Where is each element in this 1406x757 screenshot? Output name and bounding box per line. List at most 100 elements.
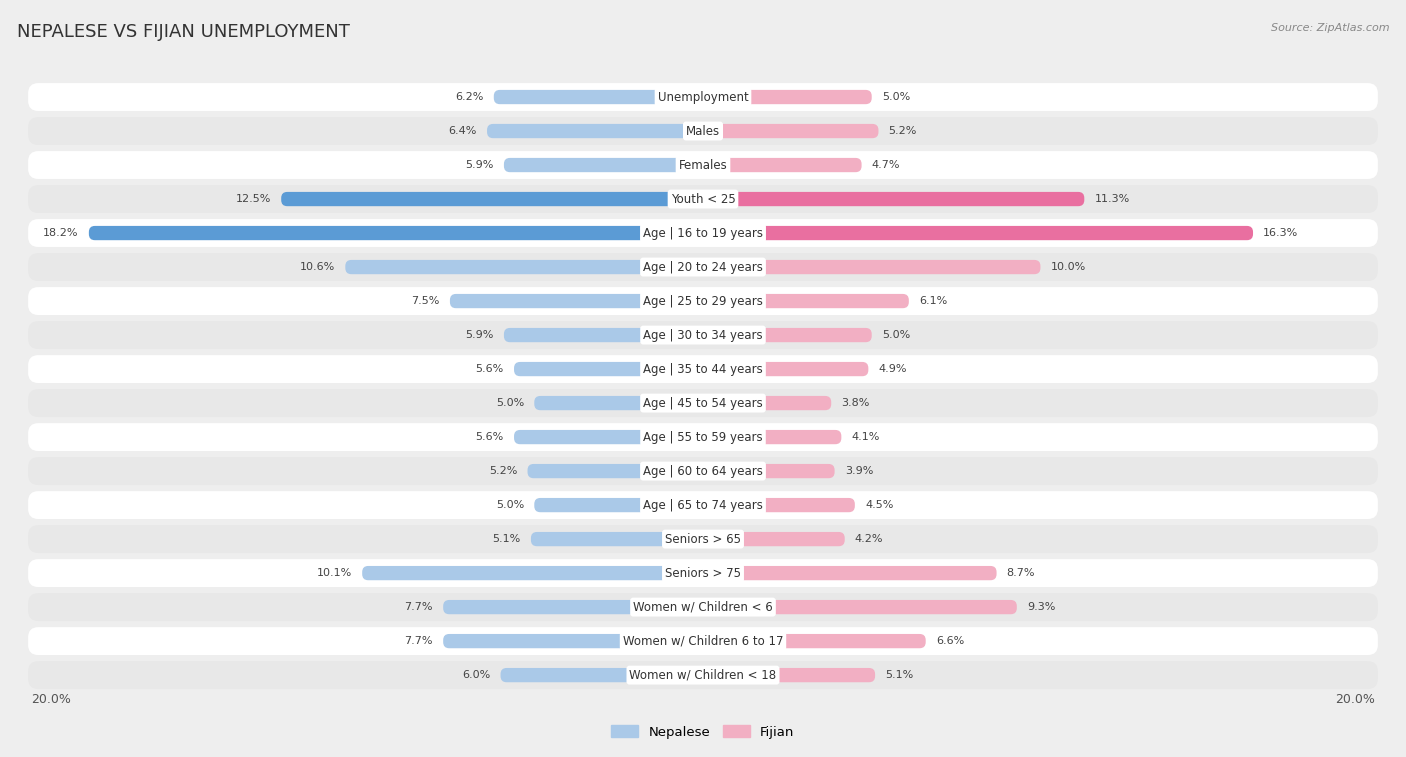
FancyBboxPatch shape <box>534 396 703 410</box>
Text: 6.2%: 6.2% <box>456 92 484 102</box>
FancyBboxPatch shape <box>28 559 1378 587</box>
FancyBboxPatch shape <box>703 498 855 512</box>
Text: 8.7%: 8.7% <box>1007 568 1035 578</box>
Text: 4.2%: 4.2% <box>855 534 883 544</box>
FancyBboxPatch shape <box>534 498 703 512</box>
Text: Age | 45 to 54 years: Age | 45 to 54 years <box>643 397 763 410</box>
FancyBboxPatch shape <box>28 321 1378 349</box>
FancyBboxPatch shape <box>503 328 703 342</box>
Text: 10.6%: 10.6% <box>299 262 335 272</box>
FancyBboxPatch shape <box>501 668 703 682</box>
FancyBboxPatch shape <box>28 389 1378 417</box>
Text: Women w/ Children < 6: Women w/ Children < 6 <box>633 600 773 614</box>
FancyBboxPatch shape <box>28 83 1378 111</box>
FancyBboxPatch shape <box>703 430 841 444</box>
FancyBboxPatch shape <box>703 362 869 376</box>
Text: 6.0%: 6.0% <box>463 670 491 680</box>
FancyBboxPatch shape <box>346 260 703 274</box>
Text: Unemployment: Unemployment <box>658 91 748 104</box>
Text: Age | 30 to 34 years: Age | 30 to 34 years <box>643 329 763 341</box>
FancyBboxPatch shape <box>28 253 1378 281</box>
Text: Age | 65 to 74 years: Age | 65 to 74 years <box>643 499 763 512</box>
FancyBboxPatch shape <box>515 362 703 376</box>
Text: 5.9%: 5.9% <box>465 330 494 340</box>
Text: 20.0%: 20.0% <box>1334 693 1375 706</box>
Text: Age | 25 to 29 years: Age | 25 to 29 years <box>643 294 763 307</box>
Text: Women w/ Children < 18: Women w/ Children < 18 <box>630 668 776 681</box>
FancyBboxPatch shape <box>703 226 1253 240</box>
Text: 5.0%: 5.0% <box>882 330 910 340</box>
FancyBboxPatch shape <box>703 396 831 410</box>
FancyBboxPatch shape <box>28 287 1378 315</box>
Text: Source: ZipAtlas.com: Source: ZipAtlas.com <box>1271 23 1389 33</box>
FancyBboxPatch shape <box>443 600 703 614</box>
Text: Seniors > 65: Seniors > 65 <box>665 533 741 546</box>
Text: 16.3%: 16.3% <box>1263 228 1298 238</box>
FancyBboxPatch shape <box>28 627 1378 655</box>
FancyBboxPatch shape <box>531 532 703 547</box>
FancyBboxPatch shape <box>28 185 1378 213</box>
Text: 6.1%: 6.1% <box>920 296 948 306</box>
FancyBboxPatch shape <box>28 661 1378 689</box>
Text: 18.2%: 18.2% <box>44 228 79 238</box>
FancyBboxPatch shape <box>527 464 703 478</box>
FancyBboxPatch shape <box>28 593 1378 621</box>
FancyBboxPatch shape <box>503 158 703 172</box>
Text: 4.9%: 4.9% <box>879 364 907 374</box>
Text: Males: Males <box>686 125 720 138</box>
FancyBboxPatch shape <box>494 90 703 104</box>
Text: 7.7%: 7.7% <box>405 636 433 646</box>
Text: 5.0%: 5.0% <box>882 92 910 102</box>
FancyBboxPatch shape <box>703 464 835 478</box>
FancyBboxPatch shape <box>703 124 879 139</box>
FancyBboxPatch shape <box>703 668 875 682</box>
FancyBboxPatch shape <box>515 430 703 444</box>
FancyBboxPatch shape <box>28 219 1378 247</box>
Text: 4.1%: 4.1% <box>852 432 880 442</box>
Text: 5.2%: 5.2% <box>889 126 917 136</box>
FancyBboxPatch shape <box>28 151 1378 179</box>
Text: 5.0%: 5.0% <box>496 398 524 408</box>
Text: 4.5%: 4.5% <box>865 500 893 510</box>
Text: Seniors > 75: Seniors > 75 <box>665 566 741 580</box>
Text: 3.9%: 3.9% <box>845 466 873 476</box>
Text: 20.0%: 20.0% <box>31 693 72 706</box>
Text: NEPALESE VS FIJIAN UNEMPLOYMENT: NEPALESE VS FIJIAN UNEMPLOYMENT <box>17 23 350 41</box>
Text: Age | 20 to 24 years: Age | 20 to 24 years <box>643 260 763 273</box>
Text: Age | 60 to 64 years: Age | 60 to 64 years <box>643 465 763 478</box>
Text: Females: Females <box>679 158 727 172</box>
Text: 3.8%: 3.8% <box>841 398 870 408</box>
FancyBboxPatch shape <box>703 600 1017 614</box>
Text: 7.5%: 7.5% <box>412 296 440 306</box>
FancyBboxPatch shape <box>703 158 862 172</box>
FancyBboxPatch shape <box>703 532 845 547</box>
Text: 5.1%: 5.1% <box>886 670 914 680</box>
Text: 9.3%: 9.3% <box>1026 602 1056 612</box>
Text: Age | 16 to 19 years: Age | 16 to 19 years <box>643 226 763 239</box>
Text: 5.1%: 5.1% <box>492 534 520 544</box>
FancyBboxPatch shape <box>28 457 1378 485</box>
FancyBboxPatch shape <box>703 192 1084 206</box>
Text: 11.3%: 11.3% <box>1094 194 1129 204</box>
FancyBboxPatch shape <box>450 294 703 308</box>
FancyBboxPatch shape <box>281 192 703 206</box>
Text: 4.7%: 4.7% <box>872 160 900 170</box>
Text: 5.9%: 5.9% <box>465 160 494 170</box>
Text: Youth < 25: Youth < 25 <box>671 192 735 206</box>
Text: 5.6%: 5.6% <box>475 364 503 374</box>
FancyBboxPatch shape <box>28 117 1378 145</box>
FancyBboxPatch shape <box>363 566 703 580</box>
FancyBboxPatch shape <box>703 328 872 342</box>
Text: 7.7%: 7.7% <box>405 602 433 612</box>
FancyBboxPatch shape <box>89 226 703 240</box>
FancyBboxPatch shape <box>703 566 997 580</box>
Text: 10.0%: 10.0% <box>1050 262 1085 272</box>
Text: 10.1%: 10.1% <box>316 568 352 578</box>
Text: 5.0%: 5.0% <box>496 500 524 510</box>
Text: Age | 35 to 44 years: Age | 35 to 44 years <box>643 363 763 375</box>
FancyBboxPatch shape <box>703 90 872 104</box>
Text: 6.4%: 6.4% <box>449 126 477 136</box>
Text: 6.6%: 6.6% <box>936 636 965 646</box>
FancyBboxPatch shape <box>703 634 925 648</box>
FancyBboxPatch shape <box>486 124 703 139</box>
